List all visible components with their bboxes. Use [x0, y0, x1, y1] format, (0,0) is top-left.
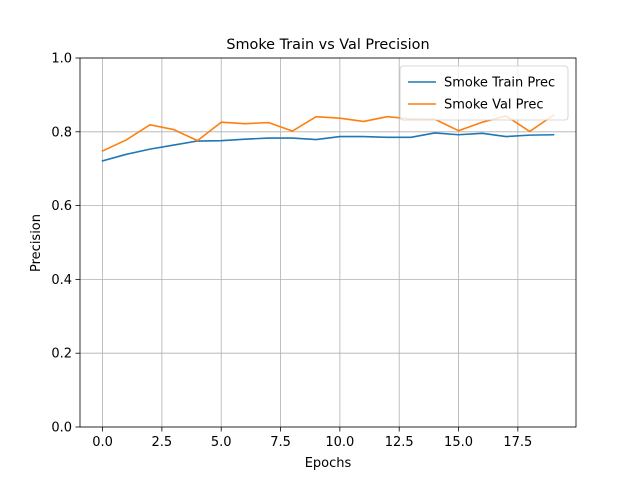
x-tick-label: 15.0 [444, 435, 473, 450]
x-axis-label: Epochs [305, 456, 352, 471]
y-tick-label: 0.4 [51, 273, 72, 288]
series-lines [101, 114, 555, 162]
x-tick-label: 12.5 [385, 435, 414, 450]
y-tick-label: 0.6 [51, 199, 72, 214]
legend-box [399, 65, 569, 121]
legend: Smoke Train Prec Smoke Val Prec [399, 65, 569, 121]
x-tick-label: 5.0 [211, 435, 232, 450]
x-tick-label: 10.0 [325, 435, 354, 450]
x-tick-label: 2.5 [152, 435, 173, 450]
x-tick-label: 7.5 [270, 435, 291, 450]
x-tick-label: 17.5 [503, 435, 532, 450]
x-axis-ticks: 0.0 2.5 5.0 7.5 10.0 12.5 15.0 17.5 [92, 427, 532, 450]
x-tick-label: 0.0 [92, 435, 113, 450]
y-tick-label: 1.0 [51, 52, 72, 67]
chart-title: Smoke Train vs Val Precision [226, 37, 429, 53]
y-axis-label: Precision [29, 214, 44, 272]
plot-frame [79, 57, 577, 428]
series-line-2 [101, 114, 555, 153]
legend-label: Smoke Train Prec [444, 76, 555, 91]
y-tick-label: 0.0 [51, 421, 72, 436]
y-tick-label: 0.8 [51, 125, 72, 140]
legend-label: Smoke Val Prec [444, 98, 543, 113]
y-tick-label: 0.2 [51, 347, 72, 362]
series-line-1 [101, 132, 555, 162]
y-axis-ticks: 0.0 0.2 0.4 0.6 0.8 1.0 [51, 52, 80, 436]
